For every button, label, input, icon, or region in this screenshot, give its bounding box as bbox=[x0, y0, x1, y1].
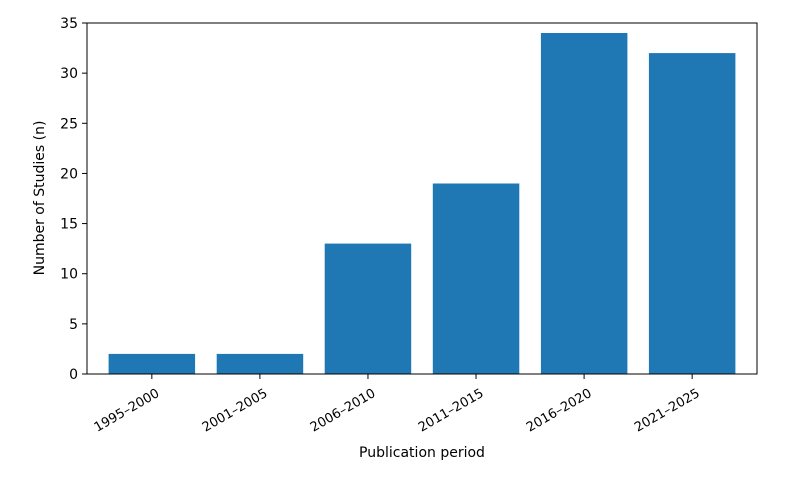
bar-4 bbox=[540, 33, 628, 374]
bar-3 bbox=[432, 183, 520, 374]
y-axis-label: Number of Studies (n) bbox=[32, 121, 48, 276]
bar-2 bbox=[324, 243, 412, 374]
x-tick-label-1: 2001–2005 bbox=[200, 386, 270, 435]
y-tick-label-4: 20 bbox=[60, 166, 78, 182]
x-tick-label-4: 2016–2020 bbox=[524, 386, 594, 435]
y-tick-label-2: 10 bbox=[60, 267, 78, 283]
y-tick-label-7: 35 bbox=[60, 16, 78, 32]
y-tick-label-5: 25 bbox=[60, 116, 78, 132]
bar-0 bbox=[108, 353, 196, 374]
x-tick-label-0: 1995–2000 bbox=[92, 386, 162, 435]
y-tick-label-6: 30 bbox=[60, 66, 78, 82]
x-axis: 1995–2000 2001–2005 2006–2010 2011–2015 2016… bbox=[92, 374, 703, 435]
y-tick-label-1: 5 bbox=[69, 317, 78, 333]
y-axis: 0 5 10 15 20 25 30 35 bbox=[60, 16, 87, 383]
plot-frame bbox=[86, 22, 758, 375]
x-tick-label-2: 2006–2010 bbox=[308, 386, 378, 435]
bar-1 bbox=[216, 353, 304, 374]
y-tick-label-3: 15 bbox=[60, 217, 78, 233]
bars-layer bbox=[108, 33, 736, 374]
bar-5 bbox=[648, 53, 736, 374]
x-axis-label: Publication period bbox=[359, 445, 485, 461]
y-tick-label-0: 0 bbox=[69, 367, 78, 383]
x-tick-label-5: 2021–2025 bbox=[632, 386, 702, 435]
x-tick-label-3: 2011–2015 bbox=[416, 386, 486, 435]
